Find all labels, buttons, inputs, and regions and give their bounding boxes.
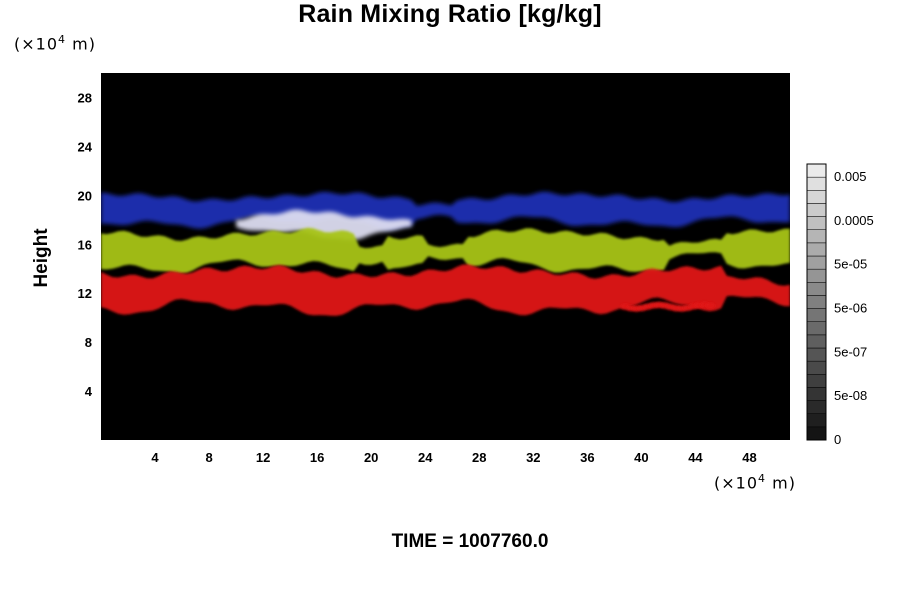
x-tick-label: 36 [580,450,594,465]
colorbar-label: 5e-05 [834,257,867,272]
colorbar-swatch [806,374,827,388]
x-tick-label: 40 [634,450,648,465]
colorbar-label: 5e-08 [834,388,867,403]
y-tick-label: 4 [85,384,93,399]
x-tick-label: 20 [364,450,378,465]
y-tick-label: 16 [78,237,92,252]
y-tick-label: 20 [78,188,92,203]
x-tick-label: 12 [256,450,270,465]
x-tick-label: 4 [151,450,159,465]
colorbar-swatch [806,229,827,244]
colorbar-swatch [806,413,827,428]
x-tick-label: 8 [205,450,212,465]
x-tick-label: 24 [418,450,433,465]
colorbar-swatch [806,295,827,309]
y-axis-ticks: 4 8 12 16 20 24 28 [78,90,93,399]
colorbar-swatch [806,334,827,349]
colorbar-swatch [806,321,827,336]
chart-title: Rain Mixing Ratio [kg/kg] [298,0,602,28]
y-tick-label: 12 [78,286,92,301]
colorbar-label: 0.005 [834,169,867,184]
colorbar-swatch [806,268,827,283]
x-axis-unit: (×104 m) [714,472,796,493]
y-axis-unit: (×104 m) [14,33,96,54]
colorbar-swatch [806,176,827,191]
y-tick-label: 8 [85,335,92,350]
x-tick-label: 48 [742,450,756,465]
x-tick-label: 16 [310,450,324,465]
x-tick-label: 28 [472,450,486,465]
colorbar-swatch [806,387,827,401]
colorbar-swatch [806,203,827,217]
time-label: TIME = 1007760.0 [391,531,549,552]
y-tick-label: 24 [78,139,93,154]
red-streak-cell [705,302,716,309]
colorbar-label: 0 [834,432,841,447]
colorbar-swatch [806,347,827,362]
colorbar-swatch [806,360,827,375]
colorbar-swatch [806,308,827,322]
colorbar-swatch [806,426,827,441]
x-axis-ticks: 4 8 12 16 20 24 28 32 36 40 44 48 [151,450,756,465]
colorbar: 0 5e-08 5e-07 5e-06 5e-05 0.0005 0.005 [806,163,874,447]
colorbar-swatch [806,163,827,178]
x-tick-label: 44 [688,450,703,465]
colorbar-swatch [806,282,827,296]
white-band [236,209,412,241]
colorbar-swatch [806,216,827,230]
colorbar-swatch [806,255,827,270]
y-tick-label: 28 [78,90,92,105]
colorbar-swatch [806,190,827,204]
colorbar-label: 5e-07 [834,344,867,359]
yellow-green-band [101,227,790,274]
colorbar-label: 5e-06 [834,301,867,316]
colorbar-label: 0.0005 [834,213,874,228]
colorbar-swatch [806,400,827,414]
rain-field [101,191,790,316]
x-tick-label: 32 [526,450,540,465]
colorbar-frame [806,163,827,441]
red-band [101,264,790,316]
colorbar-swatch [806,242,827,257]
